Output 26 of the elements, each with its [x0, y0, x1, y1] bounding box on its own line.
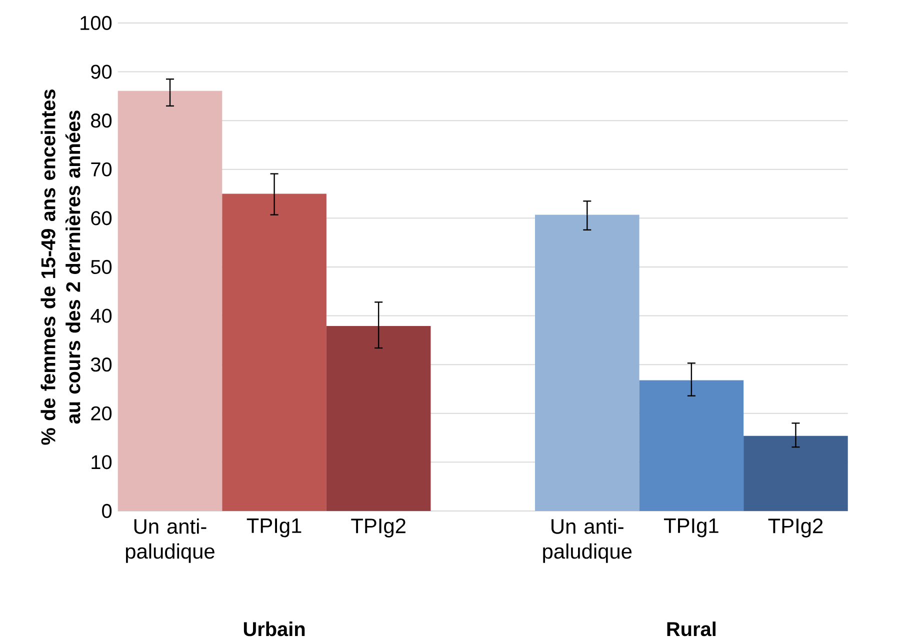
x-tick-label: Un anti-paludique	[126, 518, 214, 563]
y-tick-label: 10	[92, 455, 112, 470]
y-tick-label: 40	[90, 308, 112, 323]
y-axis-title: % de femmes de 15-49 ans enceintes au cours des 2 dernières années	[40, 90, 80, 445]
bar	[639, 380, 744, 511]
bar	[744, 436, 848, 511]
x-tick-label: Un anti-paludique	[543, 518, 632, 563]
bar	[118, 90, 222, 511]
x-tick-label: TPIg2	[351, 518, 406, 538]
bar	[535, 214, 640, 511]
y-tick-label: 100	[80, 16, 112, 30]
text: Rural	[667, 622, 716, 636]
x-tick-label: TPIg2	[768, 518, 823, 538]
x-tick-label: TPIg1	[664, 518, 718, 538]
y-tick-label: 20	[91, 406, 112, 420]
y-tick-label: 60	[91, 211, 112, 226]
x-tick-label: TPIg1	[246, 518, 302, 538]
y-tick-label: 0	[102, 504, 112, 518]
y-tick-label: 70	[91, 162, 112, 176]
y-tick-label: 50	[90, 260, 112, 274]
y-tick-label: 30	[90, 358, 112, 372]
bar	[222, 194, 326, 511]
bar	[326, 326, 431, 511]
text: Urbain	[244, 622, 305, 636]
y-tick-label: 90	[91, 64, 112, 79]
y-tick-label: 80	[91, 114, 112, 128]
